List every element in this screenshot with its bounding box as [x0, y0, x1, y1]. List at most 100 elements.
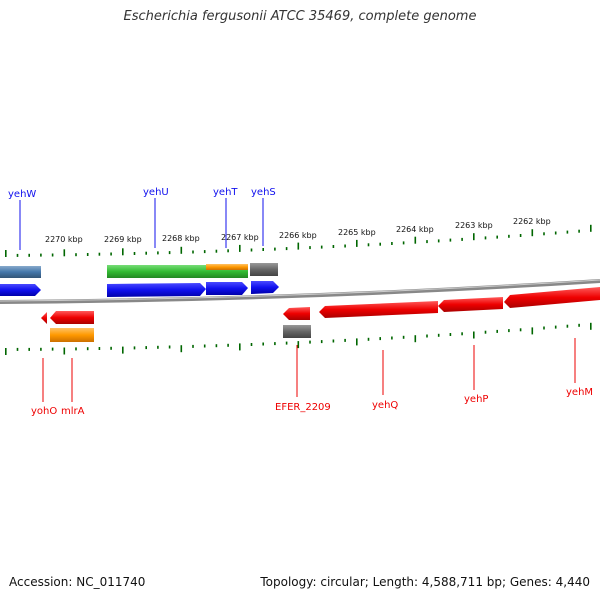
minor-tick	[496, 329, 498, 333]
minor-tick	[51, 347, 54, 351]
minor-tick	[484, 330, 487, 334]
scale-label: 2263 kbp	[455, 221, 493, 230]
gene-label-yehT[interactable]: yehT	[213, 187, 238, 198]
minor-tick	[449, 333, 452, 336]
gene-label-mlrA[interactable]: mlrA	[61, 406, 85, 417]
minor-tick	[508, 234, 510, 238]
feature-steelblue[interactable]	[0, 266, 41, 278]
gene-arrow-yehS[interactable]	[251, 281, 279, 294]
minor-tick	[379, 242, 381, 246]
minor-tick	[566, 324, 569, 328]
label-leaders	[19, 198, 576, 402]
minor-tick	[543, 232, 545, 236]
minor-tick	[16, 253, 19, 257]
minor-tick	[332, 339, 335, 343]
minor-tick	[110, 252, 112, 256]
feature-orange[interactable]	[50, 328, 94, 342]
reverse-feature-track	[50, 325, 311, 342]
minor-tick	[543, 326, 545, 330]
forward-cds-track	[0, 281, 279, 297]
scale-label: 2266 kbp	[279, 231, 317, 240]
minor-tick	[227, 249, 229, 253]
minor-tick	[402, 241, 405, 245]
scale-label: 2265 kbp	[338, 228, 376, 237]
gene-arrow-EFER_2209[interactable]	[283, 307, 310, 320]
minor-tick	[578, 323, 580, 327]
feature-orange[interactable]	[206, 264, 248, 270]
minor-tick	[51, 253, 54, 257]
gene-arrow-yehQ[interactable]	[319, 301, 438, 318]
major-tick	[356, 338, 358, 346]
minor-tick	[262, 248, 264, 251]
gene-label-yohO[interactable]: yohO	[31, 406, 57, 417]
gene-label-yehP[interactable]: yehP	[464, 394, 488, 405]
major-tick	[5, 250, 7, 257]
minor-tick	[145, 346, 147, 350]
scale-label: 2267 kbp	[221, 233, 259, 242]
accession-text: Accession: NC_011740	[9, 575, 146, 589]
minor-tick	[16, 347, 19, 351]
minor-tick	[461, 237, 463, 241]
minor-tick	[437, 333, 440, 337]
genome-backbone	[0, 279, 600, 304]
minor-tick	[133, 346, 136, 350]
minor-tick	[110, 346, 112, 350]
map-title: Escherichia fergusonii ATCC 35469, compl…	[123, 9, 477, 24]
minor-tick	[40, 347, 42, 351]
gene-arrow-yehP[interactable]	[438, 297, 503, 312]
major-tick	[473, 331, 475, 339]
major-tick	[356, 239, 358, 247]
major-tick	[414, 335, 417, 343]
gene-label-yehS[interactable]: yehS	[251, 187, 276, 198]
minor-tick	[203, 250, 206, 254]
major-tick	[180, 345, 183, 353]
major-tick	[531, 327, 534, 335]
genome-summary-text: Topology: circular; Length: 4,588,711 bp…	[260, 575, 590, 589]
minor-tick	[519, 234, 522, 237]
minor-tick	[98, 347, 101, 350]
minor-tick	[285, 341, 288, 345]
gene-arrow-mlrA[interactable]	[50, 311, 94, 324]
gene-label-yehM[interactable]: yehM	[566, 387, 593, 398]
gene-label-yehW[interactable]: yehW	[8, 189, 36, 200]
minor-tick	[391, 242, 393, 245]
minor-tick	[133, 252, 136, 255]
feature-gray[interactable]	[250, 263, 278, 276]
minor-tick	[344, 338, 346, 342]
minor-tick	[227, 343, 229, 347]
gene-label-EFER_2209[interactable]: EFER_2209	[275, 402, 331, 413]
minor-tick	[344, 244, 346, 248]
major-tick	[297, 242, 300, 250]
gene-arrow-yohO[interactable]	[41, 312, 47, 324]
minor-tick	[262, 342, 264, 346]
minor-tick	[309, 246, 311, 250]
minor-tick	[484, 236, 487, 240]
minor-tick	[215, 249, 218, 253]
major-tick	[239, 244, 241, 252]
major-tick	[63, 347, 66, 355]
minor-tick	[554, 231, 557, 235]
minor-tick	[379, 337, 381, 341]
gene-label-yehU[interactable]: yehU	[143, 187, 169, 198]
minor-tick	[250, 248, 253, 252]
gene-arrow-yehU[interactable]	[107, 283, 206, 297]
gene-arrow-yehT[interactable]	[206, 282, 248, 295]
feature-gray[interactable]	[283, 325, 311, 338]
forward-feature-track	[0, 263, 278, 278]
scale-ticks-bottom	[5, 322, 592, 355]
reverse-cds-track	[41, 287, 600, 324]
major-tick	[122, 346, 124, 354]
gene-arrow-yehW[interactable]	[0, 284, 41, 296]
gene-labels: yehW yehU yehT yehS yohO mlrA EFER_2209 …	[8, 187, 593, 417]
gene-arrow-yehM[interactable]	[504, 287, 600, 308]
minor-tick	[28, 347, 30, 351]
minor-tick	[250, 343, 253, 346]
gene-label-yehQ[interactable]: yehQ	[372, 400, 398, 411]
minor-tick	[168, 345, 171, 349]
minor-tick	[157, 251, 159, 255]
minor-tick	[192, 344, 194, 348]
minor-tick	[86, 347, 89, 351]
minor-tick	[461, 332, 463, 336]
scale-labels: 2270 kbp 2269 kbp 2268 kbp 2267 kbp 2266…	[45, 217, 551, 244]
minor-tick	[566, 230, 569, 234]
